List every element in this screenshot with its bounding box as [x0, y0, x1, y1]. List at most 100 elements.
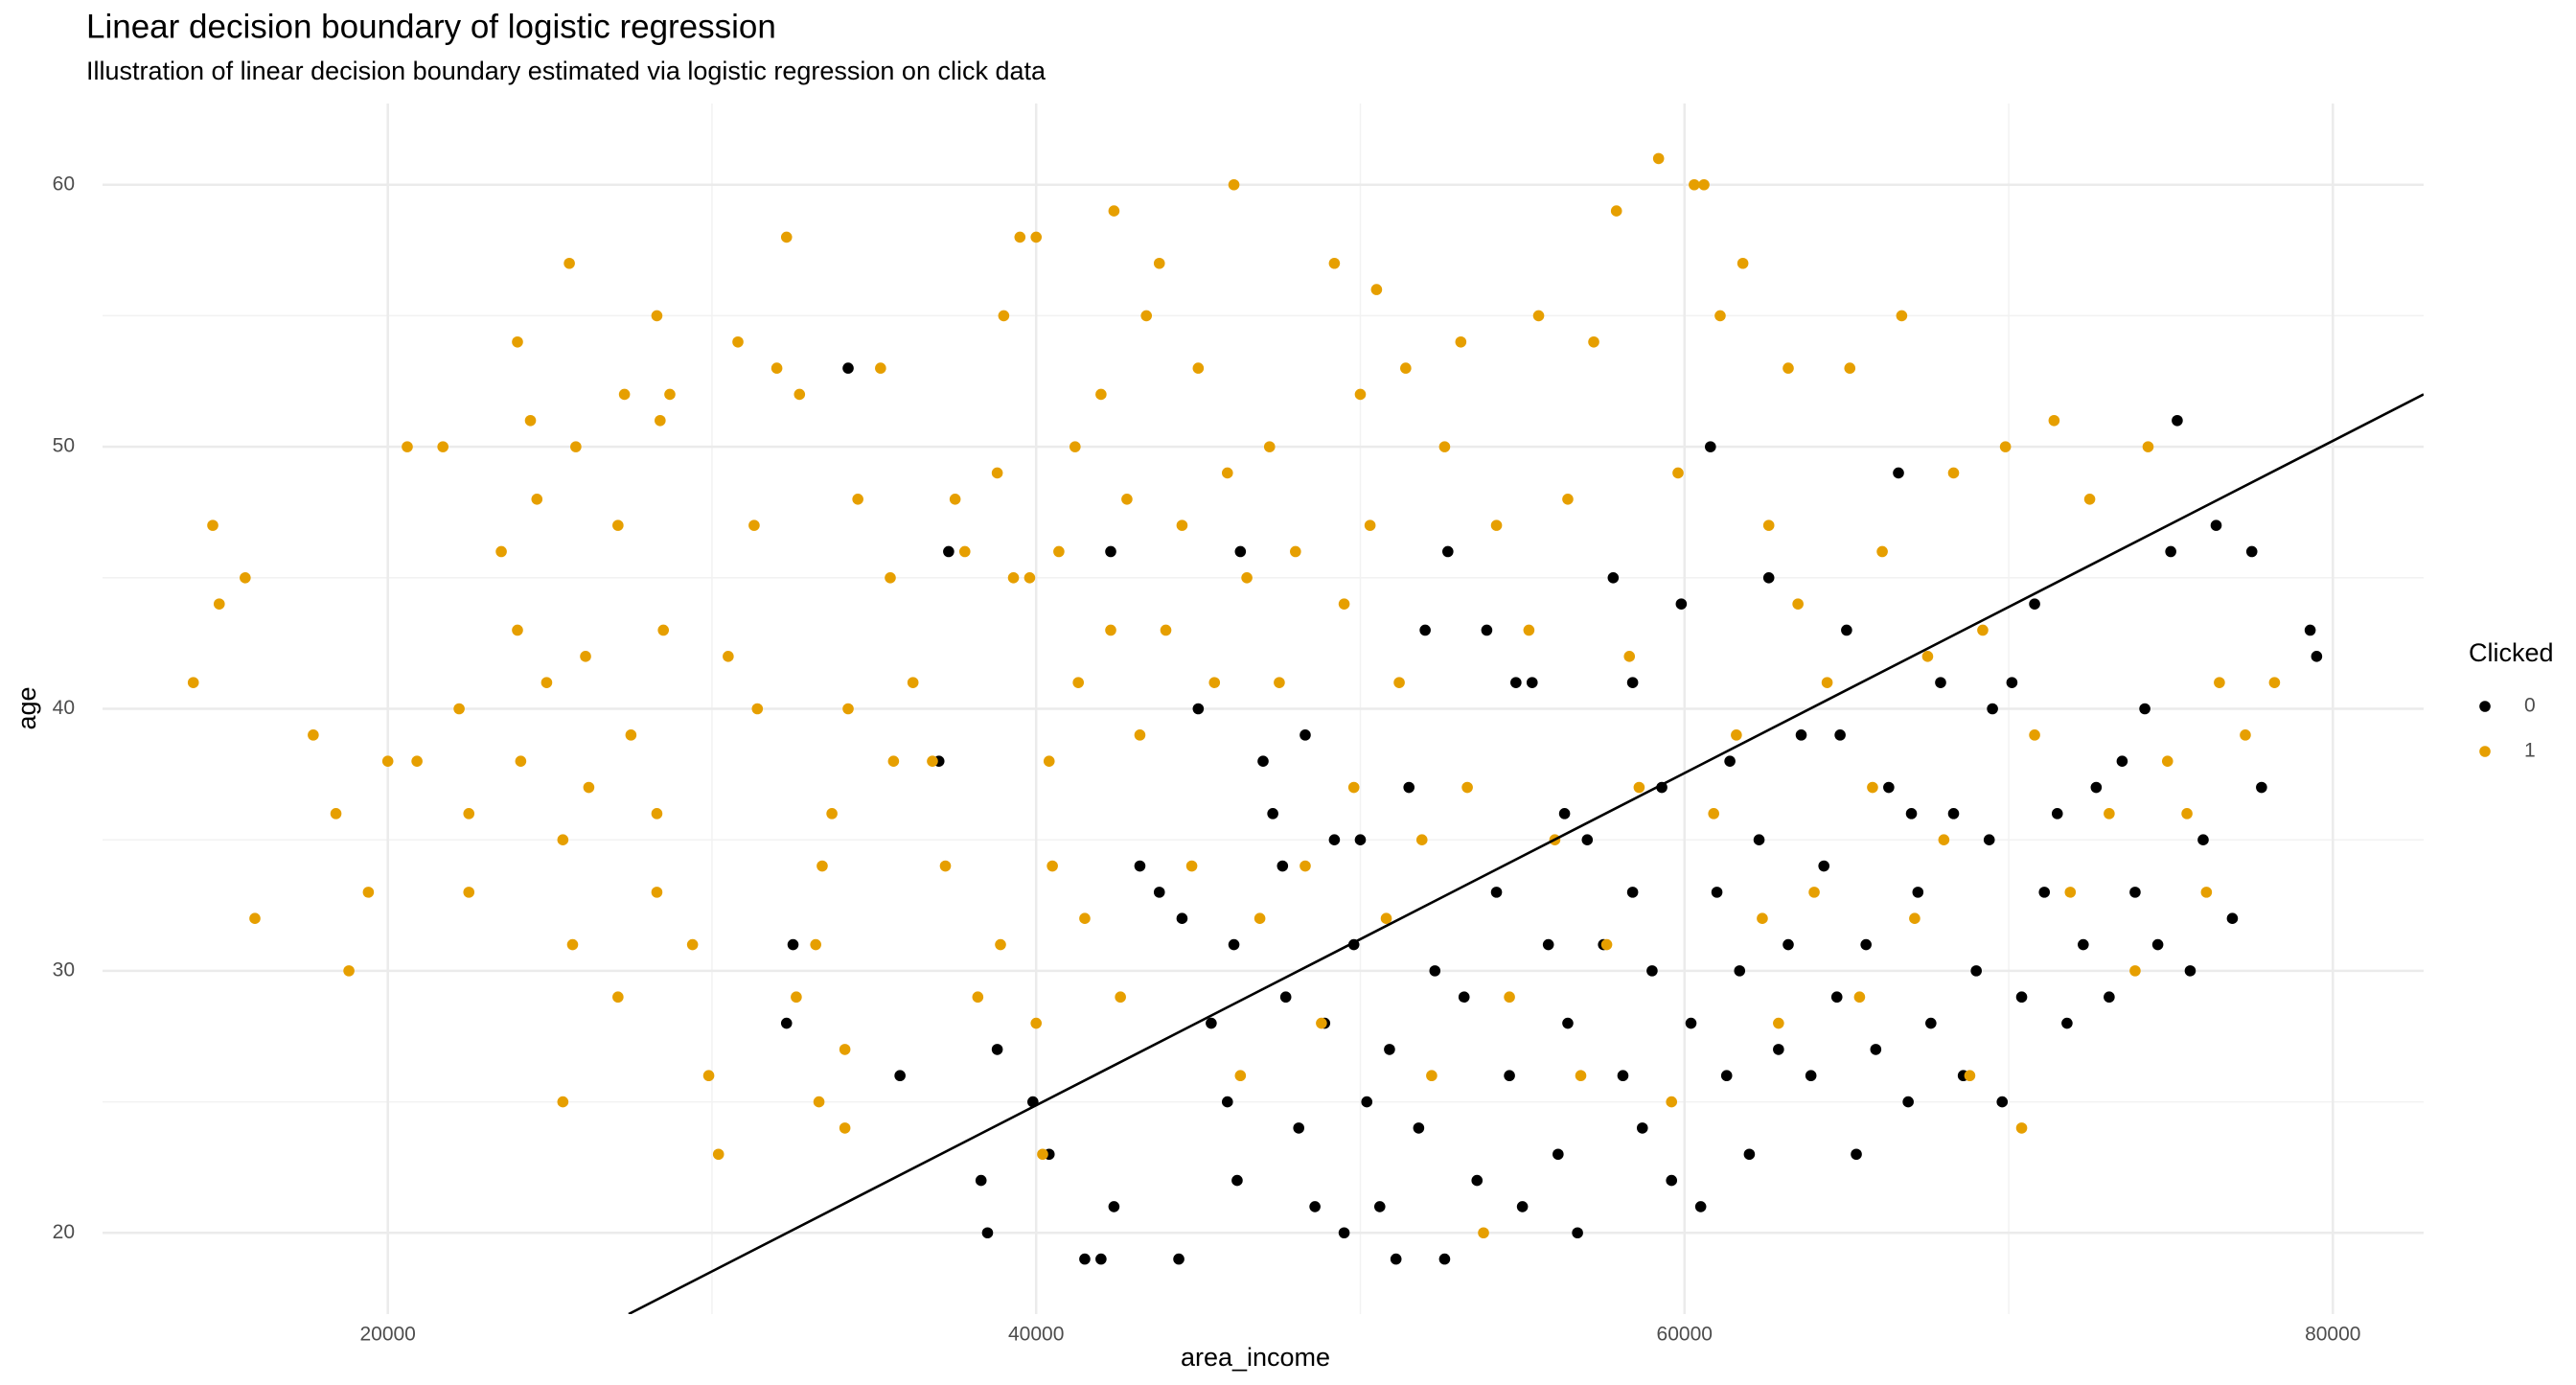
data-point — [1134, 729, 1146, 741]
data-point — [463, 887, 475, 898]
data-point — [1523, 624, 1535, 636]
data-point — [343, 965, 355, 977]
data-point — [1413, 1122, 1425, 1134]
data-point — [1176, 912, 1188, 925]
data-point — [1724, 755, 1736, 767]
data-point — [1714, 310, 1726, 322]
legend-swatch — [2479, 701, 2491, 712]
data-point — [1510, 677, 1522, 688]
data-point — [787, 938, 799, 951]
data-point — [1753, 834, 1765, 845]
data-point — [1782, 938, 1794, 951]
data-point — [1140, 310, 1153, 322]
data-point — [2104, 991, 2115, 1004]
data-point — [213, 598, 225, 610]
data-point — [1108, 1201, 1120, 1212]
data-point — [2304, 624, 2316, 636]
data-point — [557, 834, 569, 845]
data-point — [612, 519, 624, 531]
data-point — [1105, 624, 1116, 636]
data-point — [2245, 545, 2258, 558]
data-point — [1192, 703, 1205, 715]
data-point — [1014, 231, 1026, 243]
data-point — [330, 808, 342, 819]
data-point — [875, 362, 886, 374]
data-point — [381, 755, 394, 767]
data-point — [751, 703, 764, 715]
data-point — [1438, 1253, 1451, 1265]
data-point — [1526, 677, 1538, 688]
data-point — [1694, 1201, 1707, 1212]
data-point — [1024, 572, 1036, 584]
data-point — [612, 991, 624, 1004]
data-point — [1912, 887, 1924, 898]
data-point — [583, 781, 595, 794]
x-tick-label: 60000 — [1657, 1324, 1713, 1346]
data-point — [1805, 1070, 1817, 1082]
data-point — [991, 467, 1003, 479]
data-point — [1588, 335, 1599, 348]
data-point — [1364, 519, 1376, 531]
x-axis-title: area_income — [1181, 1343, 1330, 1372]
data-point — [702, 1070, 715, 1082]
data-point — [723, 651, 734, 662]
data-point — [1176, 519, 1188, 531]
data-point — [816, 860, 828, 872]
data-point — [2048, 414, 2060, 427]
decision-boundary — [628, 393, 2424, 1314]
data-point — [570, 441, 582, 452]
data-point — [651, 887, 663, 898]
data-point — [540, 677, 553, 688]
data-point — [1254, 912, 1266, 925]
data-point — [1685, 1017, 1697, 1029]
data-point — [580, 651, 591, 662]
data-point — [402, 441, 413, 452]
data-point — [1257, 755, 1269, 767]
data-point — [564, 257, 575, 269]
data-point — [1361, 1096, 1373, 1108]
data-point — [1626, 677, 1639, 688]
data-point — [1030, 1017, 1043, 1029]
data-point — [1037, 1148, 1048, 1161]
y-tick-label: 20 — [53, 1221, 75, 1243]
data-point — [1442, 545, 1454, 558]
data-point — [1617, 1070, 1629, 1082]
data-point — [770, 362, 783, 374]
data-point — [2029, 598, 2040, 610]
data-point — [1853, 991, 1866, 1004]
data-point — [1964, 1070, 1976, 1082]
y-tick-label: 30 — [53, 958, 75, 981]
data-point — [1867, 781, 1878, 794]
data-point — [411, 755, 423, 767]
data-point — [1173, 1253, 1184, 1265]
data-point — [2184, 965, 2196, 977]
data-point — [748, 519, 760, 531]
data-point — [655, 414, 666, 427]
data-point — [1241, 572, 1253, 584]
data-point — [2015, 1122, 2028, 1134]
x-tick-label: 80000 — [2305, 1324, 2360, 1346]
data-point — [1030, 231, 1043, 243]
data-point — [437, 441, 448, 452]
data-point — [1558, 808, 1571, 819]
data-point — [2197, 834, 2209, 845]
data-point — [1652, 152, 1665, 165]
data-point — [2240, 729, 2251, 741]
data-point — [531, 493, 543, 505]
grid — [103, 104, 2424, 1314]
data-point — [1938, 834, 1950, 845]
data-point — [1947, 808, 1960, 819]
data-point — [187, 677, 199, 688]
legend-title: Clicked — [2469, 638, 2554, 667]
data-point — [1221, 467, 1233, 479]
data-point — [1909, 912, 1920, 925]
data-point — [1279, 991, 1292, 1004]
data-point — [1516, 1201, 1529, 1212]
data-point — [1795, 729, 1807, 741]
chart-subtitle: Illustration of linear decision boundary… — [86, 57, 1046, 85]
data-point — [512, 335, 523, 348]
data-point — [1079, 912, 1091, 925]
data-point — [1290, 545, 1301, 558]
data-point — [1007, 572, 1020, 584]
